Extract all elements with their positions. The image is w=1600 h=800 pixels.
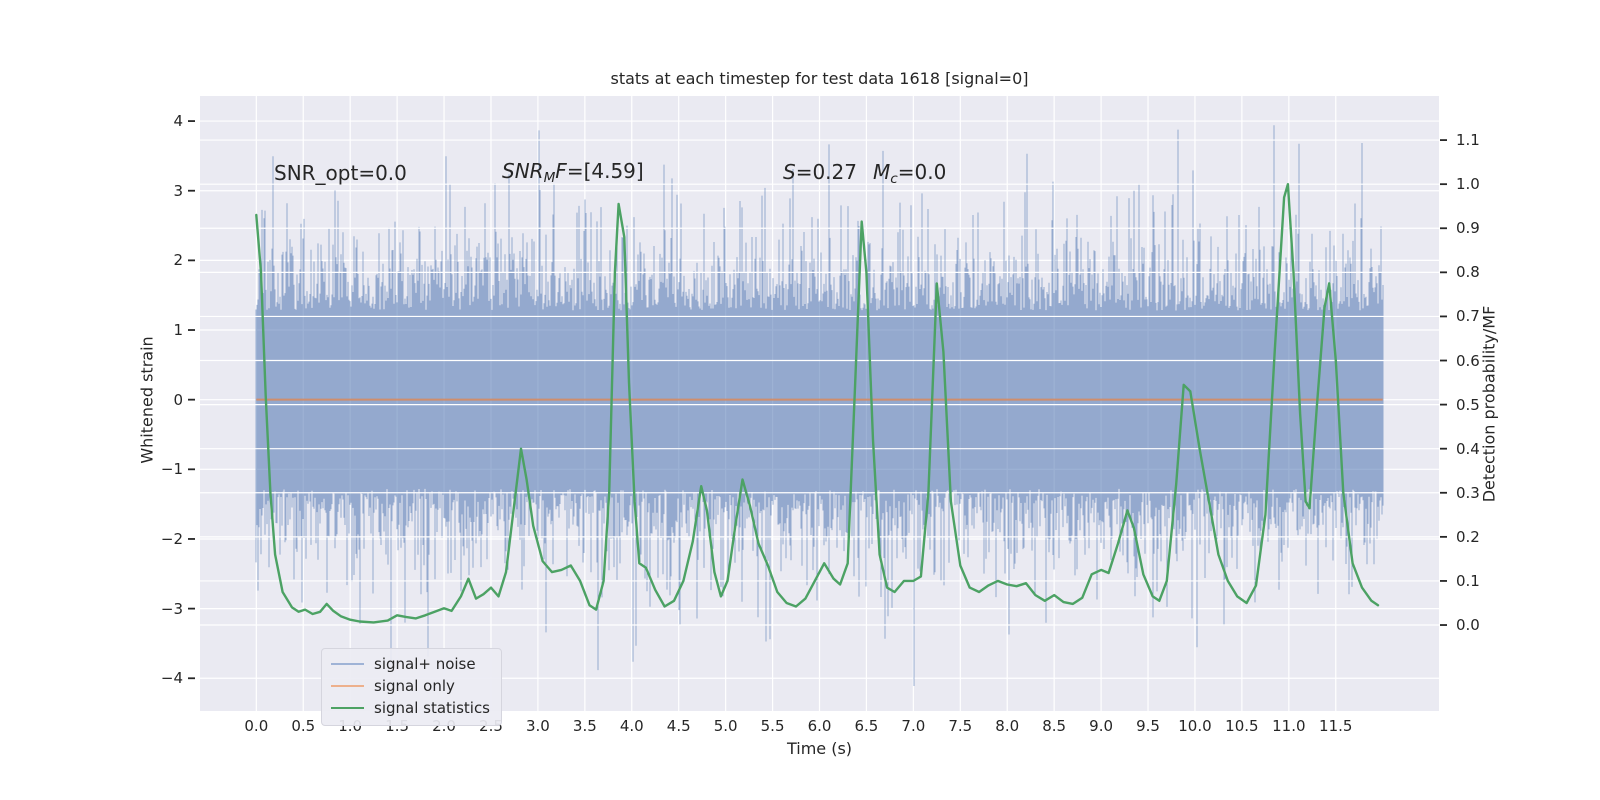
x-tick-label: 7.0	[901, 717, 926, 735]
annotation-mc-base: M	[873, 160, 891, 184]
y-left-tick-label: 3	[173, 181, 183, 200]
x-tick-label: 9.0	[1089, 717, 1114, 735]
x-tick-label: 3.0	[525, 717, 550, 735]
annotation-snr-mf-rest: =[4.59]	[566, 159, 644, 183]
x-tick-label: 6.0	[807, 717, 832, 735]
y-left-tick-label: −2	[160, 529, 183, 548]
signal-noise-series	[255, 125, 1384, 686]
x-tick-label: 0.0	[244, 717, 269, 735]
legend-line-signal-only-icon	[331, 685, 364, 687]
y-right-tick-label: 0.3	[1456, 483, 1480, 502]
annotation-snr-opt: SNR_opt=0.0	[274, 161, 407, 185]
annotation-s-base: S	[783, 160, 796, 184]
x-tick-label: 11.5	[1319, 717, 1353, 735]
y-left-tick-label: −1	[160, 460, 183, 479]
x-tick-label: 8.0	[995, 717, 1020, 735]
signal-statistics-line	[255, 183, 1380, 624]
legend-label-signal-only: signal only	[374, 677, 455, 695]
annotation-mc-sub: c	[890, 170, 898, 187]
y-right-tick-label: 0.5	[1456, 395, 1480, 414]
legend-label-signal-noise: signal+ noise	[374, 655, 476, 673]
annotation-snr-mf-base2: F	[555, 159, 567, 183]
x-tick-label: 4.0	[619, 717, 644, 735]
y-right-tick-label: 0.9	[1456, 219, 1480, 238]
y-left-tick-label: 2	[173, 251, 183, 270]
legend-item-signal-statistics: signal statistics	[331, 697, 490, 719]
x-tick-label: 7.5	[948, 717, 973, 735]
annotation-mc: Mc=0.0	[873, 160, 946, 187]
y-right-tick-label: 0.6	[1456, 351, 1480, 370]
x-tick-label: 0.5	[291, 717, 316, 735]
annotation-s: S=0.27	[783, 160, 857, 184]
legend-item-signal-noise: signal+ noise	[331, 653, 490, 675]
y-right-axis-label: Detection probability/MF	[1479, 305, 1499, 503]
y-right-tick-label: 0.4	[1456, 439, 1480, 458]
y-left-tick-label: 1	[173, 321, 183, 340]
annotation-snr-mf: SNRMF=[4.59]	[502, 159, 644, 186]
y-left-axis-label: Whitened strain	[137, 336, 157, 464]
y-left-tick-label: −4	[160, 669, 183, 688]
y-left-tick-label: 4	[173, 112, 183, 131]
annotation-snr-mf-base: SNR	[502, 159, 544, 183]
legend: signal+ noise signal only signal statist…	[321, 648, 503, 726]
tick-marks	[188, 120, 1447, 680]
x-tick-label: 11.0	[1272, 717, 1306, 735]
y-right-tick-label: 0.8	[1456, 263, 1480, 282]
y-right-tick-label: 0.0	[1456, 616, 1480, 635]
x-tick-label: 4.5	[666, 717, 691, 735]
x-tick-label: 9.5	[1136, 717, 1160, 735]
y-right-tick-label: 0.7	[1456, 307, 1480, 326]
annotation-snr-mf-sub: M	[543, 169, 556, 186]
x-axis-label: Time (s)	[786, 739, 853, 758]
legend-item-signal-only: signal only	[331, 675, 490, 697]
x-tick-label: 8.5	[1042, 717, 1067, 735]
y-left-tick-label: −3	[160, 599, 183, 618]
gridlines-over	[200, 139, 1439, 626]
x-tick-label: 6.5	[854, 717, 879, 735]
y-left-tick-label: 0	[173, 390, 183, 409]
annotation-mc-rest: =0.0	[897, 160, 947, 184]
y-right-tick-label: 0.1	[1456, 571, 1480, 590]
legend-line-signal-statistics-icon	[331, 707, 364, 709]
chart-title: stats at each timestep for test data 161…	[610, 69, 1029, 88]
legend-line-signal-noise-icon	[331, 663, 364, 665]
y-right-tick-label: 1.0	[1456, 175, 1480, 194]
x-tick-label: 3.5	[572, 717, 597, 735]
annotation-s-rest: =0.27	[795, 160, 857, 184]
x-tick-label: 10.0	[1178, 717, 1212, 735]
x-tick-label: 5.0	[713, 717, 738, 735]
x-tick-label: 5.5	[760, 717, 785, 735]
y-right-tick-label: 1.1	[1456, 131, 1480, 150]
y-right-tick-label: 0.2	[1456, 527, 1480, 546]
legend-label-signal-statistics: signal statistics	[374, 699, 491, 717]
x-tick-label: 10.5	[1225, 717, 1259, 735]
